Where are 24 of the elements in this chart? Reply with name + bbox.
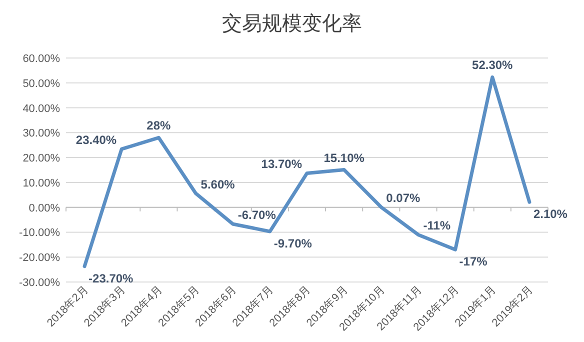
y-tick-label: 20.00% bbox=[22, 152, 60, 165]
data-label: 28% bbox=[146, 118, 172, 133]
data-label: 5.60% bbox=[200, 177, 236, 192]
data-label: 13.70% bbox=[261, 157, 302, 172]
data-label: 52.30% bbox=[472, 58, 514, 72]
y-tick-label: 60.00% bbox=[22, 53, 60, 65]
data-label: -6.70% bbox=[238, 208, 276, 222]
y-tick-label: 40.00% bbox=[22, 102, 60, 115]
data-label: 23.40% bbox=[76, 133, 117, 148]
y-tick-label: 50.00% bbox=[22, 78, 60, 90]
y-tick-label: -20.00% bbox=[19, 252, 60, 264]
data-label: -11% bbox=[423, 218, 451, 233]
data-label: -9.70% bbox=[274, 236, 312, 250]
y-tick-label: 30.00% bbox=[22, 128, 60, 140]
y-tick-label: -10.00% bbox=[19, 227, 60, 240]
chart-title: 交易规模变化率 bbox=[222, 13, 362, 35]
y-tick-label: -30.00% bbox=[19, 277, 60, 289]
data-label: 2.10% bbox=[533, 207, 568, 222]
data-label: 15.10% bbox=[324, 150, 365, 165]
data-label: -23.70% bbox=[88, 271, 134, 286]
y-tick-label: 10.00% bbox=[22, 177, 60, 190]
data-label: -17% bbox=[459, 254, 488, 269]
y-tick-label: 0.00% bbox=[28, 202, 60, 214]
data-label: 0.07% bbox=[386, 191, 421, 206]
